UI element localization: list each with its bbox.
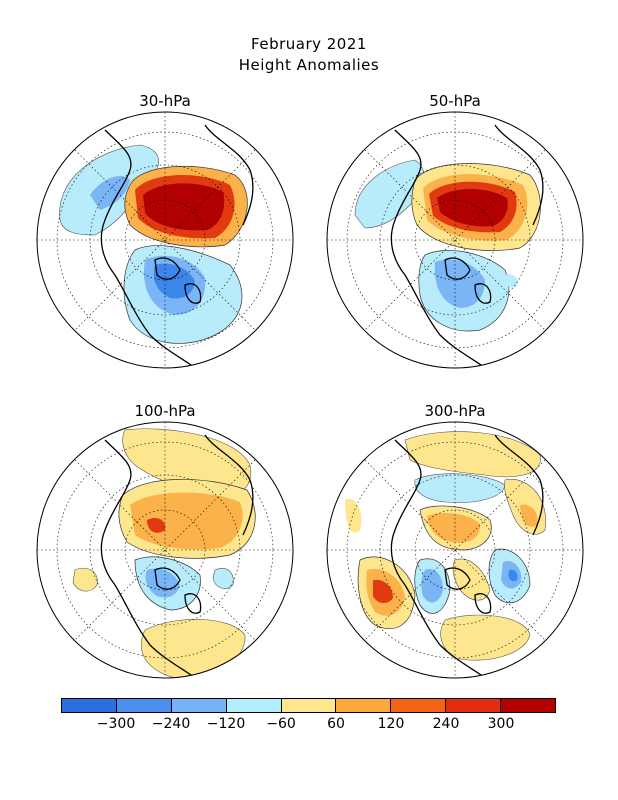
colorbar-tick: −300 bbox=[96, 716, 136, 732]
colorbar-tick: −240 bbox=[151, 716, 191, 732]
colorbar-tick: −120 bbox=[206, 716, 246, 732]
colorbar-cell-3 bbox=[171, 699, 227, 712]
panel-label-50hpa: 50-hPa bbox=[429, 92, 481, 110]
colorbar-tick: 60 bbox=[327, 716, 345, 732]
colorbar-cell-8 bbox=[446, 699, 502, 712]
colorbar-cell-1 bbox=[62, 699, 117, 712]
panel-label-100hpa: 100-hPa bbox=[134, 402, 196, 420]
colorbar-cell-5 bbox=[281, 699, 337, 712]
map-50hpa bbox=[326, 111, 584, 369]
map-100hpa bbox=[36, 421, 294, 679]
colorbar-cell-6 bbox=[336, 699, 392, 712]
chart-subtitle: Height Anomalies bbox=[238, 56, 380, 74]
map-300hpa bbox=[326, 421, 584, 679]
colorbar-tick: 240 bbox=[432, 716, 460, 732]
colorbar-cell-2 bbox=[116, 699, 172, 712]
panel-label-30hpa: 30-hPa bbox=[139, 92, 191, 110]
map-30hpa bbox=[36, 111, 294, 369]
colorbar-cell-9 bbox=[501, 699, 556, 712]
colorbar-cell-4 bbox=[226, 699, 282, 712]
panel-label-300hpa: 300-hPa bbox=[424, 402, 486, 420]
colorbar bbox=[61, 698, 556, 713]
colorbar-tick: 300 bbox=[487, 716, 515, 732]
colorbar-tick: 120 bbox=[377, 716, 405, 732]
chart-title: February 2021 bbox=[251, 35, 367, 53]
colorbar-tick: −60 bbox=[266, 716, 296, 732]
colorbar-cell-7 bbox=[391, 699, 447, 712]
